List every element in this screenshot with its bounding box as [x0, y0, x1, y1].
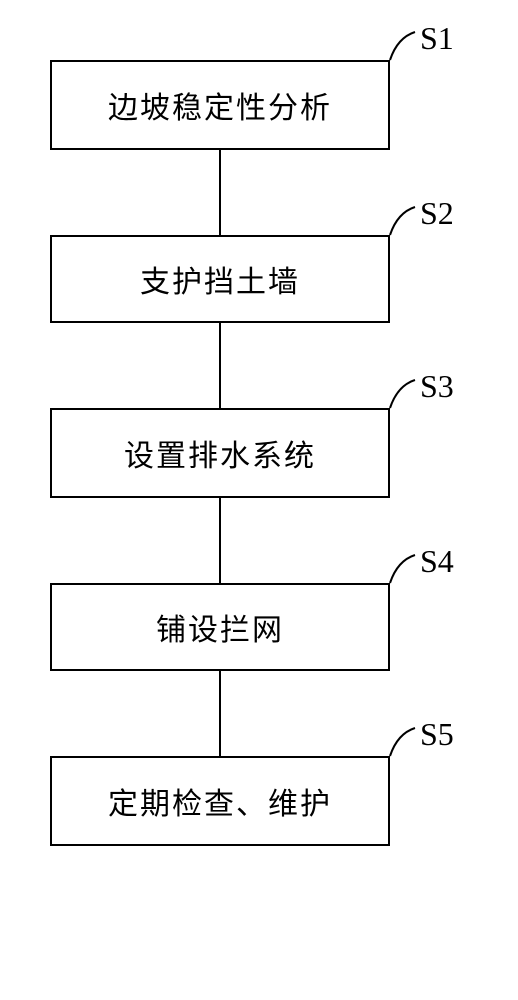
label-connector-curve	[385, 27, 420, 65]
connector-line	[219, 150, 221, 235]
step-label: S3	[420, 368, 454, 405]
step-label: S4	[420, 543, 454, 580]
label-connector-curve	[385, 202, 420, 240]
step-s2: S2支护挡土墙	[50, 235, 430, 323]
step-s5: S5定期检查、维护	[50, 756, 430, 846]
label-connector-curve	[385, 723, 420, 761]
flowchart-container: S1边坡稳定性分析 S2支护挡土墙 S3设置排水系统 S4铺设拦网 S5定期检查、维护	[50, 60, 430, 846]
step-label: S2	[420, 195, 454, 232]
connector-line	[219, 323, 221, 408]
step-text: 边坡稳定性分析	[108, 83, 332, 127]
step-label: S5	[420, 716, 454, 753]
step-text: 定期检查、维护	[108, 779, 332, 823]
flowchart-box: 设置排水系统	[50, 408, 390, 498]
flowchart-box: 铺设拦网	[50, 583, 390, 671]
step-label: S1	[420, 20, 454, 57]
connector-line	[219, 671, 221, 756]
step-s1: S1边坡稳定性分析	[50, 60, 430, 150]
step-text: 铺设拦网	[156, 605, 284, 649]
step-s3: S3设置排水系统	[50, 408, 430, 498]
step-s4: S4铺设拦网	[50, 583, 430, 671]
label-connector-curve	[385, 550, 420, 588]
flowchart-box: 边坡稳定性分析	[50, 60, 390, 150]
step-text: 支护挡土墙	[140, 257, 300, 301]
label-connector-curve	[385, 375, 420, 413]
step-text: 设置排水系统	[124, 431, 316, 475]
connector-line	[219, 498, 221, 583]
flowchart-box: 支护挡土墙	[50, 235, 390, 323]
flowchart-box: 定期检查、维护	[50, 756, 390, 846]
